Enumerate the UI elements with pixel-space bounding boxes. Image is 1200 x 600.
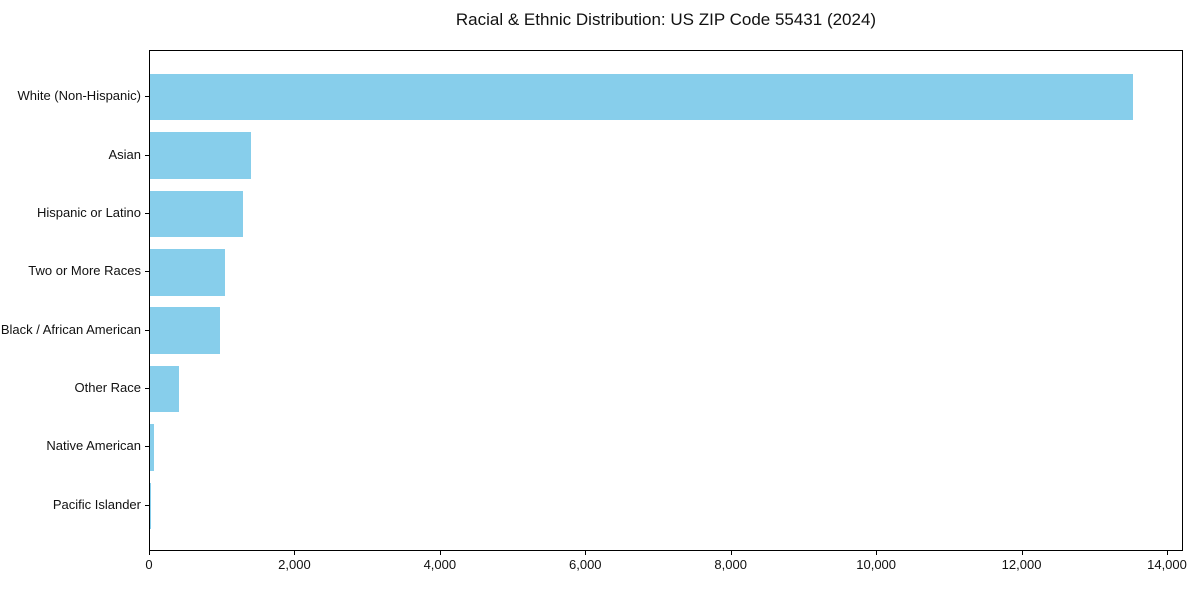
- x-tick-label: 14,000: [1147, 557, 1187, 572]
- bar: [150, 132, 252, 179]
- bar: [150, 424, 154, 471]
- y-tick-mark: [145, 154, 149, 156]
- x-tick-label: 4,000: [423, 557, 457, 572]
- y-tick-label: Black / African American: [0, 321, 141, 337]
- x-tick-label: 0: [145, 557, 153, 572]
- x-tick-mark: [294, 551, 296, 555]
- x-tick-label: 10,000: [856, 557, 897, 572]
- x-tick-mark: [1021, 551, 1023, 555]
- x-tick-mark: [439, 551, 441, 555]
- bar: [150, 307, 220, 355]
- bar: [150, 248, 225, 296]
- x-tick-label: 8,000: [714, 557, 747, 572]
- y-tick-mark: [145, 96, 149, 98]
- x-tick-mark: [876, 551, 878, 555]
- y-tick-label: Other Race: [74, 380, 141, 396]
- y-tick-label: Hispanic or Latino: [36, 204, 141, 220]
- y-tick-label: White (Non-Hispanic): [17, 88, 141, 104]
- y-tick-label: Asian: [108, 146, 141, 162]
- x-tick-mark: [1167, 551, 1168, 555]
- y-tick-label: Native American: [46, 438, 141, 454]
- x-tick-label: 2,000: [278, 557, 311, 572]
- plot-area: [149, 50, 1183, 551]
- x-tick-label: 12,000: [1001, 557, 1042, 572]
- bar: [150, 190, 244, 238]
- x-tick-mark: [149, 551, 150, 555]
- x-tick-mark: [730, 551, 732, 555]
- bar: [150, 73, 1134, 121]
- y-tick-label: Two or More Races: [28, 263, 141, 279]
- y-tick-label: Pacific Islander: [52, 496, 141, 512]
- chart-title: Racial & Ethnic Distribution: US ZIP Cod…: [455, 10, 877, 29]
- y-tick-mark: [145, 329, 149, 331]
- y-tick-mark: [145, 388, 149, 390]
- bar: [150, 365, 180, 413]
- bar: [150, 482, 151, 530]
- x-tick-mark: [585, 551, 587, 555]
- y-tick-mark: [145, 212, 149, 214]
- y-tick-mark: [145, 271, 149, 273]
- y-tick-mark: [145, 504, 149, 506]
- y-tick-mark: [145, 446, 149, 448]
- x-tick-label: 6,000: [569, 557, 602, 572]
